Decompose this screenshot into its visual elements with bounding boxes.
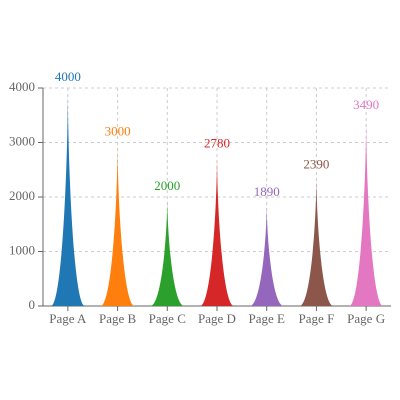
- y-tick-label: 0: [29, 297, 36, 312]
- bar: [299, 175, 334, 306]
- x-tick-label: Page F: [299, 311, 335, 326]
- y-tick-label: 4000: [9, 79, 35, 94]
- y-tick-label: 3000: [9, 133, 35, 148]
- x-tick-label: Page A: [49, 311, 87, 326]
- bar: [249, 202, 284, 306]
- bar: [100, 142, 135, 306]
- value-label: 3000: [105, 123, 131, 138]
- x-tick-label: Page B: [99, 311, 137, 326]
- value-label: 3490: [353, 97, 379, 112]
- x-tick-label: Page G: [347, 311, 385, 326]
- value-label: 4000: [55, 69, 81, 84]
- bar: [349, 115, 384, 306]
- bar: [50, 88, 85, 306]
- value-label: 2780: [204, 135, 230, 150]
- bar: [200, 154, 234, 306]
- y-tick-label: 1000: [9, 242, 35, 257]
- bar: [150, 197, 185, 306]
- value-label: 1890: [254, 184, 280, 199]
- y-tick-label: 2000: [9, 188, 35, 203]
- value-label: 2390: [303, 157, 329, 172]
- x-tick-label: Page E: [248, 311, 285, 326]
- x-tick-label: Page C: [149, 311, 186, 326]
- x-tick-label: Page D: [198, 311, 236, 326]
- value-label: 2000: [154, 178, 180, 193]
